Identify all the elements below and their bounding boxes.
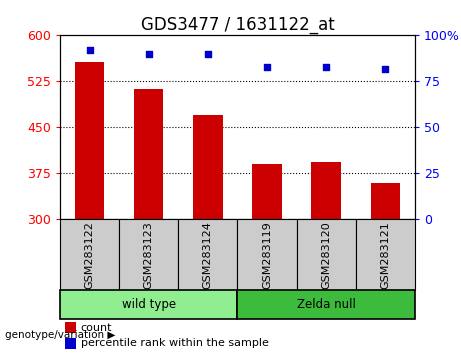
- Point: [86, 47, 93, 53]
- Text: wild type: wild type: [122, 298, 176, 311]
- Text: percentile rank within the sample: percentile rank within the sample: [81, 338, 269, 348]
- Bar: [60, 290, 237, 319]
- Text: Zelda null: Zelda null: [297, 298, 355, 311]
- Bar: [65, 338, 76, 349]
- Bar: [356, 219, 415, 290]
- Text: GSM283123: GSM283123: [144, 221, 154, 289]
- Bar: [371, 183, 400, 219]
- Point: [322, 64, 330, 69]
- Text: GSM283124: GSM283124: [203, 221, 213, 289]
- Bar: [134, 89, 164, 219]
- Point: [204, 51, 212, 57]
- Bar: [296, 219, 356, 290]
- Point: [382, 66, 389, 72]
- Text: count: count: [81, 322, 112, 332]
- Bar: [60, 219, 119, 290]
- Point: [145, 51, 152, 57]
- Bar: [193, 115, 223, 219]
- Text: genotype/variation ▶: genotype/variation ▶: [5, 330, 115, 339]
- Title: GDS3477 / 1631122_at: GDS3477 / 1631122_at: [141, 16, 334, 34]
- Point: [263, 64, 271, 69]
- Bar: [119, 219, 178, 290]
- Text: GSM283121: GSM283121: [380, 221, 390, 289]
- Bar: [178, 219, 237, 290]
- Bar: [75, 62, 104, 219]
- Bar: [65, 322, 76, 333]
- Text: GSM283120: GSM283120: [321, 221, 331, 289]
- Text: GSM283119: GSM283119: [262, 221, 272, 289]
- Bar: [237, 290, 415, 319]
- Bar: [237, 219, 296, 290]
- Bar: [252, 164, 282, 219]
- Bar: [311, 162, 341, 219]
- Text: GSM283122: GSM283122: [84, 221, 95, 289]
